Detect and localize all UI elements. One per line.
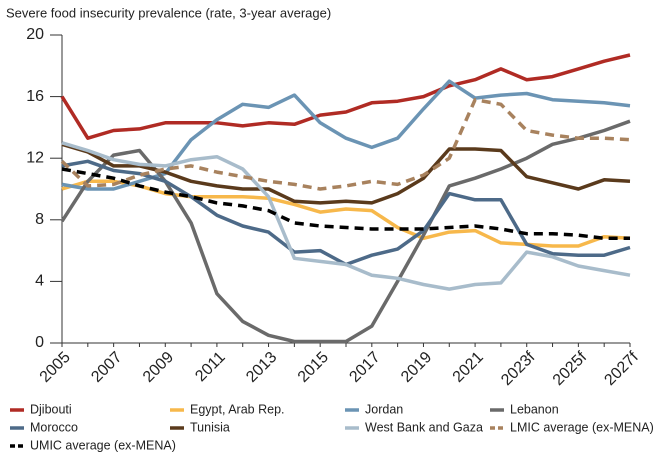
- legend-label: LMIC average (ex-MENA): [510, 420, 654, 434]
- legend-label: UMIC average (ex-MENA): [30, 438, 176, 452]
- series-line: [61, 159, 631, 267]
- x-tick-label: 2011: [192, 349, 228, 385]
- x-tick-label: 2009: [140, 349, 177, 386]
- series-line: [61, 167, 630, 241]
- legend-label: West Bank and Gaza: [365, 420, 483, 434]
- x-tick-label: 2015: [295, 349, 332, 386]
- legend-label: Morocco: [30, 420, 78, 434]
- series-line: [60, 97, 631, 191]
- legend-label: Jordan: [365, 402, 403, 416]
- legend-label: Lebanon: [510, 402, 559, 416]
- legend-label: Tunisia: [190, 420, 230, 434]
- series-line: [60, 119, 631, 344]
- x-tick-label: 2019: [398, 349, 435, 386]
- x-tick-label: 2023f: [498, 348, 539, 389]
- x-tick-label: 2021: [450, 349, 487, 386]
- x-tick-label: 2005: [37, 349, 74, 386]
- legend-label: Egypt, Arab Rep.: [190, 402, 285, 416]
- x-tick-label: 2025f: [550, 348, 591, 389]
- y-tick-label: 0: [35, 334, 44, 351]
- x-tick-label: 2007: [88, 349, 125, 386]
- series-line: [60, 53, 631, 140]
- series-line: [61, 179, 631, 248]
- x-tick-label: 2013: [243, 349, 280, 386]
- x-tick-label: 2017: [346, 349, 383, 386]
- y-tick-label: 4: [35, 273, 44, 290]
- series-line: [61, 141, 631, 291]
- y-tick-label: 20: [26, 26, 44, 43]
- y-tick-label: 8: [35, 211, 44, 228]
- legend-label: Djibouti: [30, 402, 72, 416]
- y-tick-label: 12: [26, 149, 44, 166]
- y-tick-label: 16: [26, 88, 44, 105]
- x-tick-label: 2027f: [601, 348, 642, 389]
- series-line: [61, 79, 631, 191]
- chart-title: Severe food insecurity prevalence (rate,…: [6, 5, 331, 20]
